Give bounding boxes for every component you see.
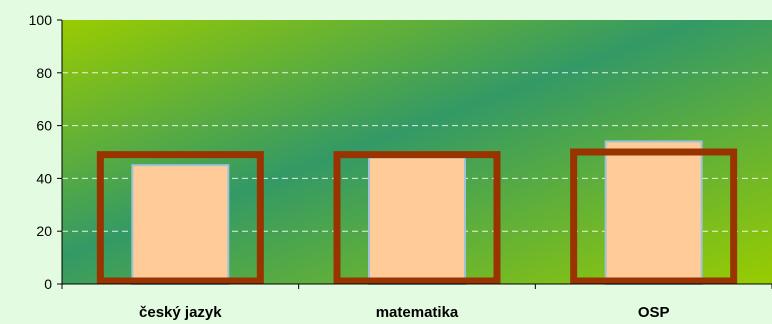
x-category-label: OSP <box>638 304 670 321</box>
y-tick-label: 20 <box>36 223 52 239</box>
y-tick-label: 40 <box>36 170 52 186</box>
y-tick-label: 80 <box>36 65 52 81</box>
x-category-label: matematika <box>376 304 459 321</box>
y-tick-label: 60 <box>36 118 52 134</box>
outline-bar-1 <box>96 151 264 285</box>
bar-2 <box>368 156 466 285</box>
y-tick-label: 100 <box>29 12 53 28</box>
x-category-label: český jazyk <box>139 304 222 321</box>
bar-3 <box>604 140 703 285</box>
y-tick-label: 0 <box>44 276 52 292</box>
outline-bar-2 <box>333 151 501 285</box>
bar-1 <box>131 164 230 285</box>
outline-bar-3 <box>570 148 738 285</box>
